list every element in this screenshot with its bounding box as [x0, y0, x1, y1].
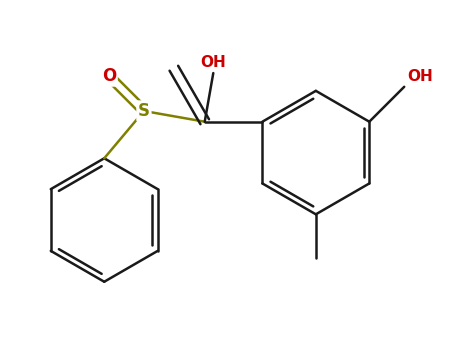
- Text: OH: OH: [407, 69, 433, 84]
- Text: O: O: [102, 67, 116, 85]
- Text: OH: OH: [200, 55, 226, 70]
- Text: S: S: [138, 102, 150, 120]
